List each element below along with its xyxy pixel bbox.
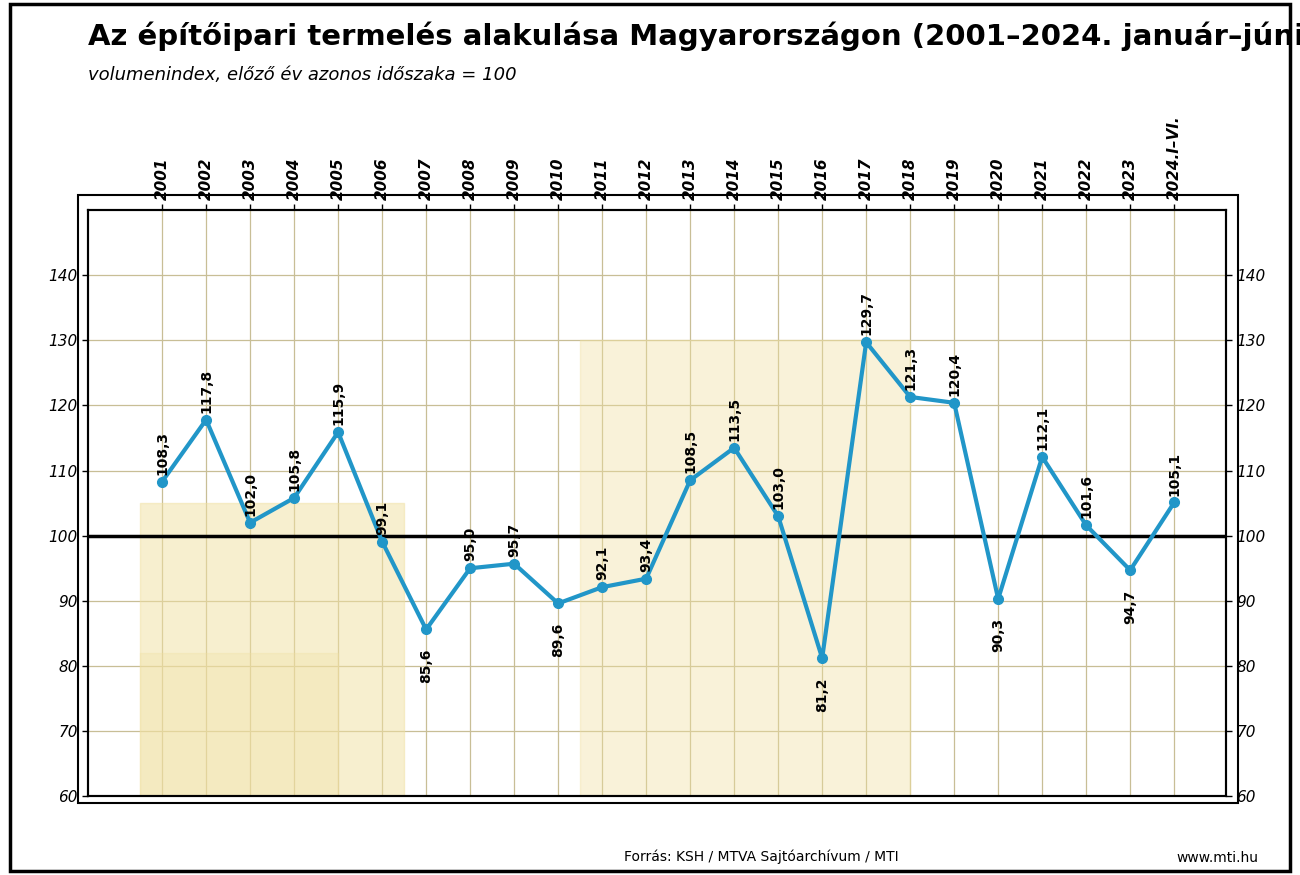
Text: 112,1: 112,1 [1035,406,1049,450]
Text: 108,3: 108,3 [155,430,169,474]
Text: 90,3: 90,3 [991,619,1005,653]
Text: 95,0: 95,0 [463,527,477,562]
Text: 105,8: 105,8 [287,447,302,491]
Text: 92,1: 92,1 [595,546,610,580]
Text: 103,0: 103,0 [771,466,785,509]
Text: www.mti.hu: www.mti.hu [1176,850,1258,864]
Text: 102,0: 102,0 [243,472,257,515]
Text: 108,5: 108,5 [684,430,697,473]
Text: 120,4: 120,4 [948,352,961,396]
Text: 129,7: 129,7 [859,291,874,335]
Text: 93,4: 93,4 [640,537,653,571]
Text: 89,6: 89,6 [551,623,566,657]
Text: 95,7: 95,7 [507,522,521,556]
Text: 94,7: 94,7 [1123,590,1138,624]
Text: 101,6: 101,6 [1079,474,1093,518]
Text: 121,3: 121,3 [903,346,918,390]
Text: 115,9: 115,9 [332,381,344,425]
Text: 117,8: 117,8 [199,368,213,413]
Text: Az építőipari termelés alakulása Magyarországon (2001–2024. január–június): Az építőipari termelés alakulása Magyaro… [88,22,1300,52]
Text: volumenindex, előző év azonos időszaka = 100: volumenindex, előző év azonos időszaka =… [88,66,517,84]
Text: Forrás: KSH / MTVA Sajtóarchívum / MTI: Forrás: KSH / MTVA Sajtóarchívum / MTI [624,850,898,864]
Text: 85,6: 85,6 [419,649,433,683]
Text: 113,5: 113,5 [727,396,741,441]
Text: 105,1: 105,1 [1167,452,1182,495]
Text: 99,1: 99,1 [376,500,389,535]
Text: 81,2: 81,2 [815,677,829,712]
